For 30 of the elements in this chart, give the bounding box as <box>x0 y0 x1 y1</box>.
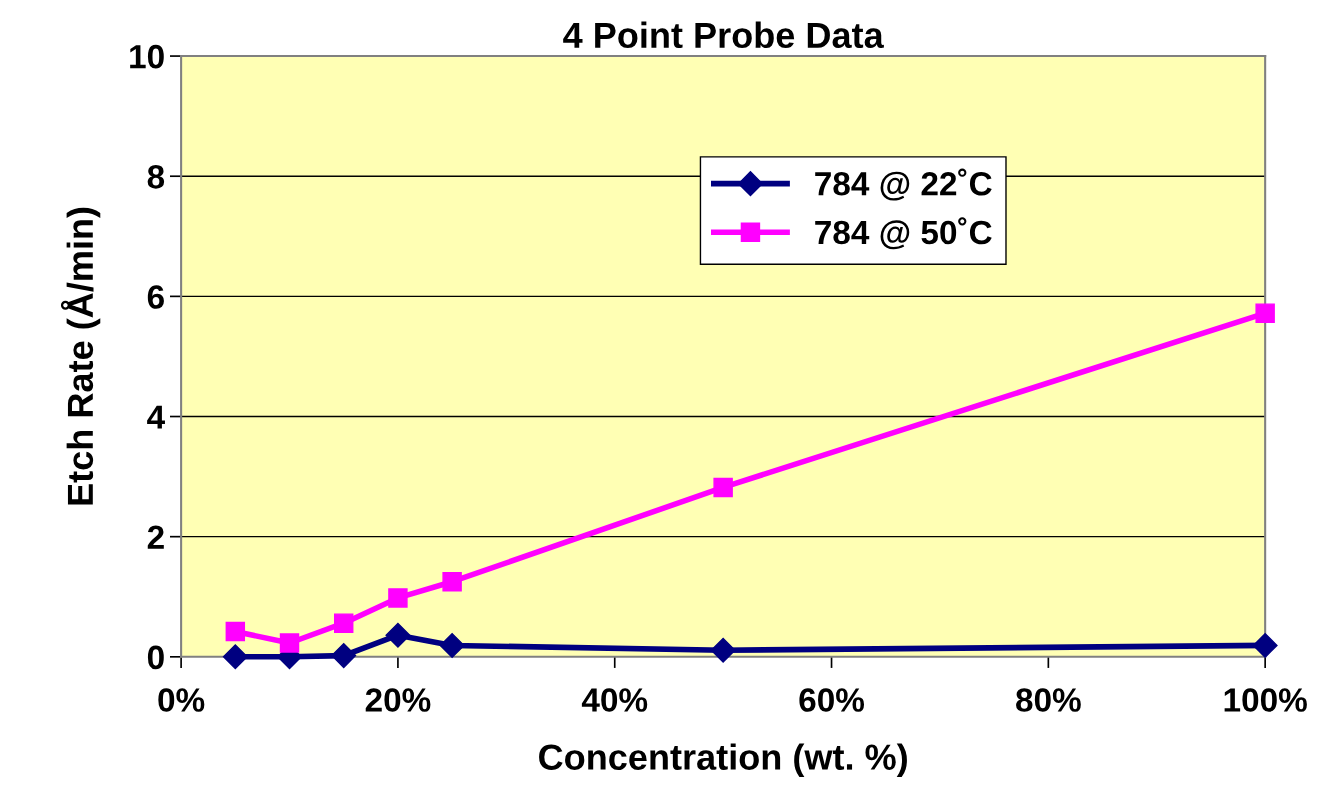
y-axis-title: Etch Rate (Å/min) <box>60 207 101 505</box>
point <box>713 477 733 498</box>
x-tick-label: 20% <box>365 688 431 712</box>
point <box>442 572 462 592</box>
x-tick-label: 100% <box>1224 688 1307 712</box>
x-axis-title: Concentration (wt. %) <box>539 743 907 778</box>
point <box>225 621 246 642</box>
y-tick-label: 4 <box>147 405 165 429</box>
point <box>279 633 300 653</box>
x-tick-label: 0% <box>158 688 205 712</box>
point <box>388 588 408 608</box>
x-tick-label: 60% <box>799 688 865 712</box>
y-tick-label: 2 <box>147 525 164 549</box>
point <box>1252 632 1278 658</box>
legend-label: 784 @ 50˚C <box>815 217 992 250</box>
chart-title: 4 Point Probe Data <box>563 21 884 49</box>
point <box>331 643 357 669</box>
y-tick-label: 8 <box>147 165 165 189</box>
x-tick-label: 80% <box>1016 688 1081 712</box>
x-tick-label: 40% <box>581 688 648 712</box>
point <box>710 637 736 663</box>
point <box>222 644 248 670</box>
y-tick-label: 10 <box>130 44 164 69</box>
y-tick-label: 6 <box>147 285 164 309</box>
point <box>1255 303 1275 323</box>
point <box>439 632 465 658</box>
y-tick-label: 0 <box>147 645 164 670</box>
point <box>333 613 354 633</box>
point <box>385 622 411 648</box>
legend-label: 784 @ 22˚C <box>815 168 992 201</box>
